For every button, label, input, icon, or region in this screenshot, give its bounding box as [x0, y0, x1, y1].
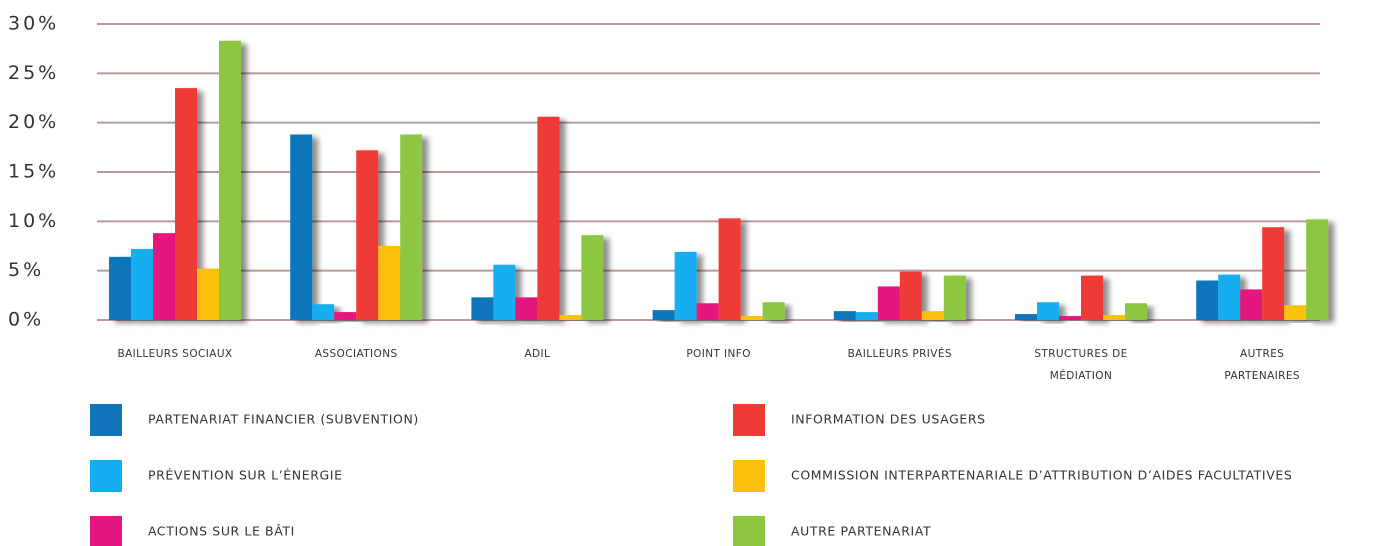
bar [674, 251, 697, 320]
bar [696, 303, 719, 320]
bar [652, 310, 675, 320]
bar [833, 311, 856, 320]
x-tick-label: BAILLEURS SOCIAUX [117, 348, 233, 360]
bar [153, 233, 175, 320]
bar [943, 275, 966, 320]
x-tick-label: ASSOCIATIONS [314, 348, 398, 360]
bar [899, 271, 922, 320]
y-tick-label: 0% [8, 309, 44, 331]
bar [493, 264, 516, 320]
bar [1284, 305, 1307, 320]
bar [334, 312, 357, 320]
bar [1015, 314, 1037, 320]
bar [1240, 289, 1263, 320]
legend-label: INFORMATION DES USAGERS [791, 412, 986, 427]
bar [1262, 227, 1285, 320]
legend-label: AUTRE PARTENARIAT [791, 524, 931, 539]
bar [1125, 303, 1147, 320]
bar [1306, 219, 1329, 320]
y-tick-label: 15% [8, 161, 59, 183]
bar [356, 150, 379, 320]
bar [855, 312, 878, 320]
bar [1081, 275, 1103, 320]
legend-swatch [90, 516, 122, 546]
y-tick-label: 30% [8, 13, 59, 35]
legend-label: PARTENARIAT FINANCIER (SUBVENTION) [148, 412, 419, 427]
bar [312, 304, 335, 320]
bar [921, 311, 944, 320]
legend-swatch [733, 516, 765, 546]
x-tick-label: STRUCTURES DE MÉDIATION [1034, 348, 1128, 382]
legend-label: ACTIONS SUR LE BÂTI [148, 524, 295, 539]
bar [1037, 302, 1059, 320]
bar [109, 256, 131, 320]
legend-swatch [90, 460, 122, 492]
bar [1103, 315, 1125, 320]
bar [1196, 280, 1219, 320]
legend-swatch [733, 460, 765, 492]
legend-label: COMMISSION INTERPARTENARIALE D’ATTRIBUTI… [791, 468, 1292, 483]
bar [581, 235, 604, 320]
x-tick-label: AUTRES PARTENAIRES [1224, 348, 1300, 382]
x-tick-label: ADIL [524, 348, 551, 360]
legend-swatch [733, 404, 765, 436]
bar [1059, 316, 1081, 320]
bar [471, 297, 494, 320]
y-tick-label: 20% [8, 111, 59, 133]
bar [559, 315, 582, 320]
bar [762, 302, 785, 320]
y-tick-label: 25% [8, 62, 59, 84]
x-tick-label: BAILLEURS PRIVÉS [847, 348, 952, 360]
bar [131, 248, 153, 320]
bar [1218, 274, 1241, 320]
legend-swatch [90, 404, 122, 436]
bar [197, 268, 219, 320]
legend-label: PRÉVENTION SUR L’ÉNERGIE [148, 468, 343, 483]
y-tick-label: 5% [8, 259, 44, 281]
bar [219, 40, 241, 320]
bar [537, 116, 560, 320]
bar [400, 134, 423, 320]
bar [877, 286, 900, 320]
y-tick-label: 10% [8, 210, 59, 232]
bar [290, 134, 313, 320]
bar [175, 88, 197, 320]
bar [378, 246, 401, 320]
bar [718, 218, 741, 320]
bar [740, 316, 763, 320]
bar [515, 297, 538, 320]
x-tick-label: POINT INFO [686, 348, 751, 360]
